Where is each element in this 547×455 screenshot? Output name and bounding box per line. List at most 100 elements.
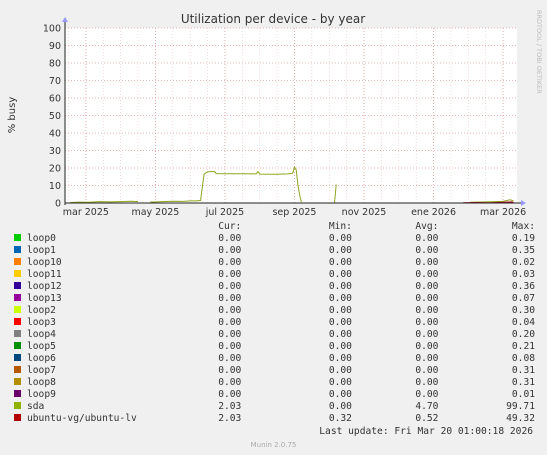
legend-label: loop12: [27, 281, 62, 292]
legend-body: loop0 0.00 0.00 0.00 0.19 loop1 0.00 0.00 0.00 0.…: [10, 233, 535, 425]
x-axis-arrow: [521, 200, 526, 206]
legend-label: loop6: [27, 353, 56, 364]
legend-cur-value: 0.00: [218, 329, 242, 340]
legend-avg-value: 0.00: [415, 281, 439, 292]
legend-max-value: 0.01: [511, 389, 535, 400]
legend-cur-value: 0.00: [218, 293, 242, 304]
legend-min-value: 0.00: [328, 281, 352, 292]
series-line-sda: [150, 165, 302, 203]
y-tick-label: 50: [49, 111, 61, 122]
legend-min-value: 0.00: [328, 389, 352, 400]
chart-title: Utilization per device - by year: [181, 12, 365, 26]
legend-avg-value: 0.00: [415, 245, 439, 256]
legend-swatch: [14, 354, 21, 361]
legend-avg-value: 0.00: [415, 305, 439, 316]
legend-series-name: sda: [10, 401, 161, 413]
legend-max-value: 0.35: [511, 245, 535, 256]
legend-label: loop0: [27, 233, 56, 244]
legend-swatch: [14, 246, 21, 253]
legend-label: loop1: [27, 245, 56, 256]
legend-row: loop5 0.00 0.00 0.00 0.21: [10, 341, 535, 353]
legend-series-name: loop7: [10, 365, 161, 377]
y-tick-label: 10: [49, 181, 61, 192]
series-line-sda: [334, 184, 337, 204]
x-tick-label: jul 2025: [205, 207, 245, 218]
legend-swatch: [14, 390, 21, 397]
legend-cur-value: 0.00: [218, 341, 242, 352]
chart: Utilization per device - by year % busy …: [7, 10, 543, 218]
legend-avg-value: 0.00: [415, 377, 439, 388]
legend-row: loop7 0.00 0.00 0.00 0.31: [10, 365, 535, 377]
legend-min-value: 0.00: [328, 377, 352, 388]
legend-series-name: loop10: [10, 257, 161, 269]
legend-header-avg: Avg:: [415, 221, 439, 232]
y-tick-label: 20: [49, 164, 61, 175]
legend-row: ubuntu-vg/ubuntu-lv 2.03 0.32 0.52 49.32: [10, 413, 535, 425]
legend-cur-value: 0.00: [218, 317, 242, 328]
legend-avg-value: 0.00: [415, 269, 439, 280]
legend-min-value: 0.00: [328, 257, 352, 268]
legend-max-value: 0.04: [511, 317, 535, 328]
legend-cur-value: 0.00: [218, 365, 242, 376]
legend-max-value: 0.31: [511, 377, 535, 388]
legend-max-value: 0.31: [511, 365, 535, 376]
legend-series-name: ubuntu-vg/ubuntu-lv: [10, 413, 161, 425]
legend-swatch: [14, 282, 21, 289]
y-tick-label: 90: [49, 41, 61, 52]
legend-min-value: 0.00: [328, 245, 352, 256]
legend-series-name: loop3: [10, 317, 161, 329]
legend-row: loop1 0.00 0.00 0.00 0.35: [10, 245, 535, 257]
legend-series-name: loop12: [10, 281, 161, 293]
legend-avg-value: 0.00: [415, 257, 439, 268]
legend-series-name: loop5: [10, 341, 161, 353]
legend-max-value: 49.32: [506, 413, 535, 424]
y-axis-label: % busy: [7, 97, 18, 134]
legend-row: loop10 0.00 0.00 0.00 0.02: [10, 257, 535, 269]
legend-swatch: [14, 234, 21, 241]
legend-max-value: 0.20: [511, 329, 535, 340]
legend-row: loop4 0.00 0.00 0.00 0.20: [10, 329, 535, 341]
legend-cur-value: 0.00: [218, 233, 242, 244]
legend-avg-value: 0.00: [415, 233, 439, 244]
legend-label: loop9: [27, 389, 56, 400]
y-axis-arrow: [62, 17, 68, 22]
legend-cur-value: 0.00: [218, 257, 242, 268]
axes: 0 10 20 30 40 50 60 70 80 90 100 mar 2025 may 2025 ju…: [43, 17, 526, 218]
legend-series-name: loop9: [10, 389, 161, 401]
legend-label: loop2: [27, 305, 56, 316]
legend-label: loop7: [27, 365, 56, 376]
legend-header-min: Min:: [328, 221, 352, 232]
legend-min-value: 0.00: [328, 329, 352, 340]
legend-header-max: Max:: [511, 221, 535, 232]
series-line-sda: [70, 200, 139, 203]
legend-min-value: 0.00: [328, 233, 352, 244]
legend-series-name: loop4: [10, 329, 161, 341]
y-tick-label: 30: [49, 146, 61, 157]
legend-label: loop11: [27, 269, 62, 280]
y-tick-label: 80: [49, 59, 61, 70]
legend-series-name: loop13: [10, 293, 161, 305]
legend-row: loop11 0.00 0.00 0.00 0.03: [10, 269, 535, 281]
legend-label: loop13: [27, 293, 62, 304]
legend-label: loop8: [27, 377, 56, 388]
x-tick-label: may 2025: [131, 207, 179, 218]
legend-series-name: loop2: [10, 305, 161, 317]
legend-label: loop5: [27, 341, 56, 352]
legend-max-value: 99.71: [506, 401, 535, 412]
legend-swatch: [14, 378, 21, 385]
legend-min-value: 0.00: [328, 317, 352, 328]
legend-max-value: 0.03: [511, 269, 535, 280]
legend-series-name: loop1: [10, 245, 161, 257]
last-update: Last update: Fri Mar 20 01:00:18 2026: [319, 426, 533, 437]
legend-swatch: [14, 306, 21, 313]
legend-avg-value: 0.00: [415, 389, 439, 400]
legend-cur-value: 0.00: [218, 353, 242, 364]
legend-label: loop3: [27, 317, 56, 328]
legend-header-cur: Cur:: [218, 221, 242, 232]
legend-label: ubuntu-vg/ubuntu-lv: [27, 413, 137, 424]
legend-cur-value: 0.00: [218, 269, 242, 280]
legend-max-value: 0.19: [511, 233, 535, 244]
legend-row: loop0 0.00 0.00 0.00 0.19: [10, 233, 535, 245]
legend-swatch: [14, 402, 21, 409]
legend-avg-value: 0.00: [415, 317, 439, 328]
